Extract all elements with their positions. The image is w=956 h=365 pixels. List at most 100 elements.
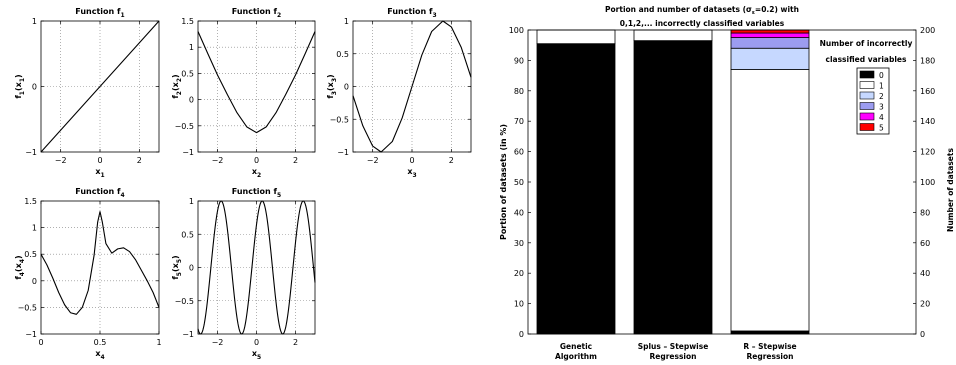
- x-tick-label-1: 0: [409, 156, 414, 165]
- y-tick-label-4: 1: [189, 197, 194, 206]
- x-tick-label-0: −2: [367, 156, 379, 165]
- legend-swatch-4: [859, 112, 875, 121]
- bar-y-right-tick-label-4: 80: [920, 208, 930, 217]
- x-axis-label: x2: [252, 167, 261, 179]
- legend-label-2: 2: [879, 92, 884, 101]
- bar-y-right-tick-label-0: 0: [920, 330, 925, 339]
- subplot-f1: −2 0 2 −1 0 1 Function f1 x1 f1(x1): [14, 7, 160, 179]
- bar-y-tick-label-9: 90: [514, 56, 524, 65]
- x-tick-label-0: −2: [55, 156, 67, 165]
- category-label-1-1: Regression: [649, 352, 696, 361]
- y-tick-label-5: 1.5: [181, 17, 194, 26]
- x-axis-label: x1: [95, 167, 104, 179]
- y-axis-label: f3(x3): [326, 74, 338, 98]
- bar-chart-title: Portion and number of datasets (σε=0.2) …: [605, 5, 799, 16]
- y-tick-label-1: −0.5: [175, 297, 194, 306]
- bar-y-tick-label-1: 10: [514, 300, 524, 309]
- y-tick-label-0: −1: [182, 330, 194, 339]
- subplot-f4: 0 0.5 1 −1 −0.5 0 0.5 1 1.5 Function f4 x4 f4(x4): [14, 187, 162, 361]
- y-tick-label-0: −1: [182, 148, 194, 157]
- bar-y-tick-label-4: 40: [514, 208, 524, 217]
- y-tick-label-4: 1: [32, 224, 37, 233]
- series-line-f5: [197, 200, 316, 335]
- subplot-f2: −2 0 2 −1 −0.5 0 0.5 1 1.5 Function f2 x2 f2(x2): [171, 7, 316, 179]
- bar-segment-2-2: [730, 47, 810, 70]
- category-label-2-0: R – Stepwise: [743, 342, 796, 351]
- bar-y-right-tick-label-1: 20: [920, 300, 930, 309]
- y-tick-label-3: 0.5: [181, 230, 194, 239]
- bar-y-tick-label-5: 50: [514, 178, 524, 187]
- legend-box: [856, 67, 890, 135]
- subplot-title: Function f4: [75, 187, 124, 199]
- y-axis-label: f4(x4): [14, 255, 26, 279]
- legend-swatch-2: [859, 91, 875, 100]
- legend-label-5: 5: [879, 124, 884, 133]
- x-tick-label-1: 0: [254, 156, 259, 165]
- bar-segment-1-0: [633, 40, 713, 335]
- x-axis-label: x3: [407, 167, 416, 179]
- series-line-f2: [197, 31, 316, 134]
- x-tick-label-1: 0: [97, 156, 102, 165]
- series-line-f1: [40, 20, 160, 153]
- x-tick-label-1: 0: [254, 338, 259, 347]
- subplot-title: Function f3: [387, 7, 436, 19]
- y-tick-label-1: −0.5: [175, 122, 194, 131]
- x-tick-label-0: −2: [212, 338, 224, 347]
- x-tick-label-2: 1: [156, 338, 161, 347]
- y-axis-label: f1(x1): [14, 74, 26, 98]
- bar-segment-2-1: [730, 69, 810, 332]
- bar-y-axis-label: Portion of datasets (in %): [499, 124, 508, 240]
- legend-label-4: 4: [879, 113, 884, 122]
- series-line-f3: [352, 20, 472, 153]
- y-axis-label: f2(x2): [171, 74, 183, 98]
- y-tick-label-2: 1: [32, 17, 37, 26]
- bar-y-tick-label-7: 70: [514, 117, 524, 126]
- bar-y-tick-label-3: 30: [514, 239, 524, 248]
- x-axis-label: x5: [252, 349, 261, 361]
- y-tick-label-0: −1: [337, 148, 349, 157]
- y-tick-label-0: −1: [25, 330, 37, 339]
- bar-y-right-tick-label-10: 200: [920, 26, 935, 35]
- bar-chart-title-line2: 0,1,2,... incorrectly classified variabl…: [620, 19, 785, 28]
- bar-y-right-tick-label-8: 160: [920, 87, 935, 96]
- bar-y-tick-label-10: 100: [509, 26, 524, 35]
- subplot-title: Function f5: [232, 187, 281, 199]
- legend-label-0: 0: [879, 71, 884, 80]
- y-tick-label-4: 1: [189, 43, 194, 52]
- y-tick-label-3: 0.5: [24, 250, 37, 259]
- legend-label-1: 1: [879, 82, 884, 91]
- bar-y-tick-label-2: 20: [514, 269, 524, 278]
- legend-swatch-0: [859, 70, 875, 79]
- y-tick-label-0: −1: [25, 148, 37, 157]
- subplot-f3: −2 0 2 −1 −0.5 0 0.5 1 Function f3 x3 f3(x3): [326, 7, 472, 179]
- x-tick-label-2: 2: [293, 338, 298, 347]
- legend-swatch-1: [859, 81, 875, 89]
- subplot-title: Function f2: [232, 7, 281, 19]
- subplot-title: Function f1: [75, 7, 124, 19]
- x-tick-label-2: 2: [293, 156, 298, 165]
- y-tick-label-2: 0: [189, 264, 194, 273]
- bar-y-tick-label-6: 60: [514, 148, 524, 157]
- series-line-f4: [40, 211, 160, 315]
- category-label-0-1: Algorithm: [555, 352, 597, 361]
- bar-segment-2-5: [730, 29, 810, 34]
- bar-y-right-tick-label-6: 120: [920, 148, 935, 157]
- legend-title-1: classified variables: [826, 55, 908, 64]
- bar-y-right-tick-label-7: 140: [920, 117, 935, 126]
- y-axis-label: f5(x5): [171, 255, 183, 279]
- bar-segment-2-0: [730, 330, 810, 335]
- bar-y-right-tick-label-9: 180: [920, 56, 935, 65]
- category-label-1-0: Splus – Stepwise: [638, 342, 709, 351]
- category-label-0-0: Genetic: [560, 342, 592, 351]
- y-tick-label-1: −0.5: [330, 115, 349, 124]
- y-tick-label-2: 0: [32, 277, 37, 286]
- bar-segment-0-0: [536, 43, 616, 335]
- category-label-2-1: Regression: [746, 352, 793, 361]
- legend-swatch-5: [859, 123, 875, 131]
- x-axis-label: x4: [95, 349, 104, 361]
- y-tick-label-4: 1: [344, 17, 349, 26]
- bar-y-right-tick-label-3: 60: [920, 239, 930, 248]
- bar-y-right-tick-label-5: 100: [920, 178, 935, 187]
